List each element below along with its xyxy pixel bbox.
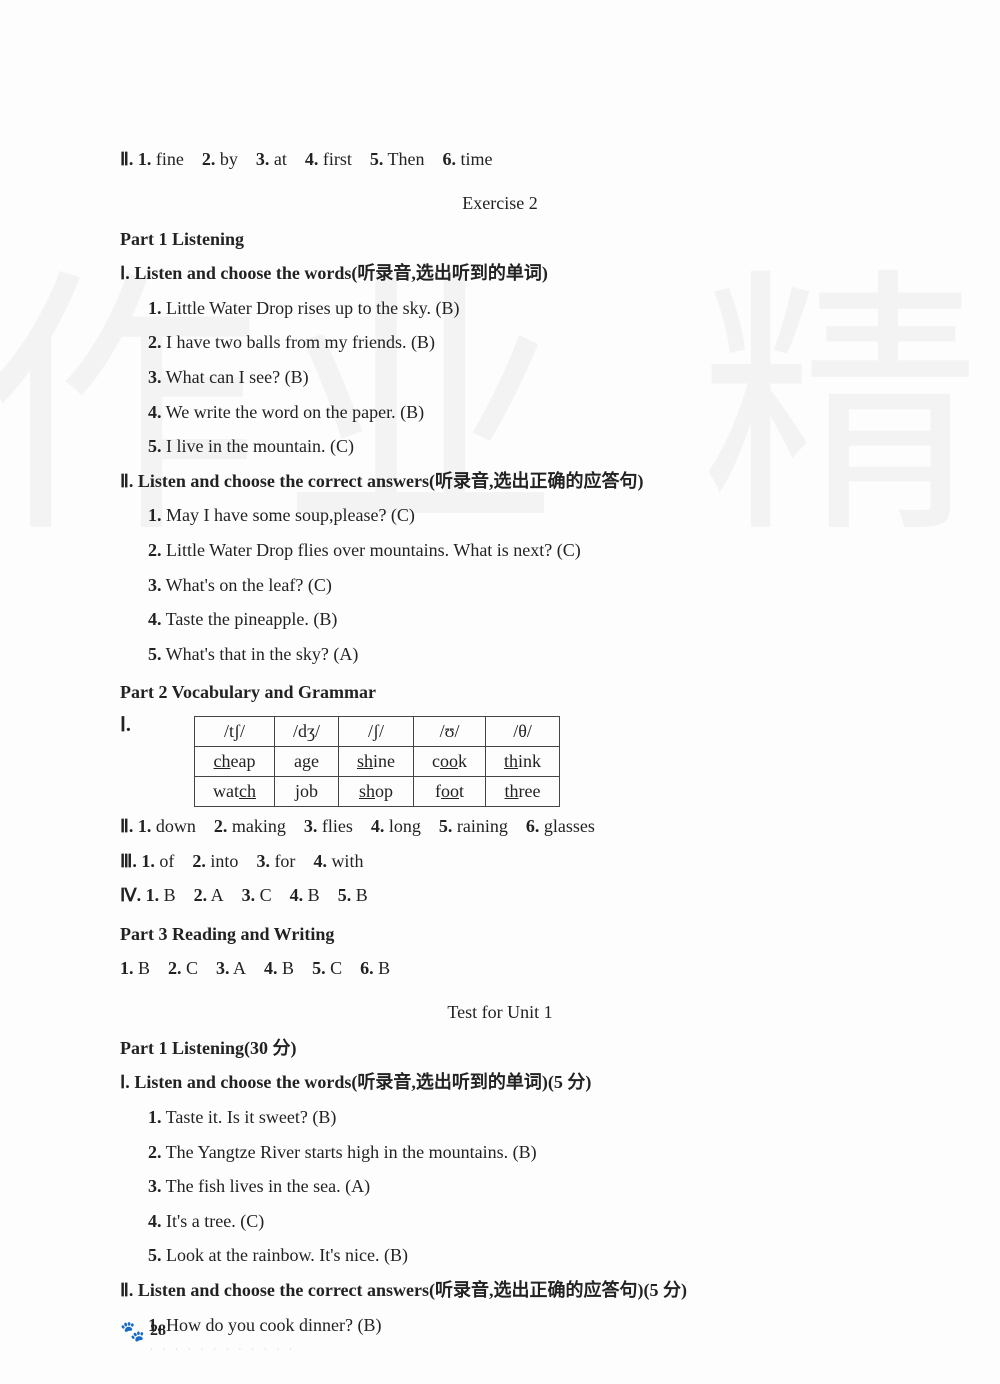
- list-item: 1. May I have some soup,please? (C): [148, 500, 880, 531]
- top-line: Ⅱ. 1. fine 2. by 3. at 4. first 5. Then …: [120, 144, 880, 175]
- list-item: 2. The Yangtze River starts high in the …: [148, 1137, 880, 1168]
- test-part1-title: Part 1 Listening(30 分): [120, 1033, 880, 1064]
- sec3-items: 1. of 2. into 3. for 4. with: [141, 851, 363, 871]
- table-cell: think: [486, 746, 560, 776]
- ex2-p1-sec2-items: 1. May I have some soup,please? (C) 2. Li…: [120, 500, 880, 669]
- list-item: 2. Little Water Drop flies over mountain…: [148, 535, 880, 566]
- sec2-items: 1. down 2. making 3. flies 4. long 5. ra…: [138, 816, 595, 836]
- roman-label: Ⅲ.: [120, 851, 137, 871]
- table-cell: three: [486, 776, 560, 806]
- list-item: 5. Look at the rainbow. It's nice. (B): [148, 1240, 880, 1271]
- top-line-label: Ⅱ.: [120, 149, 133, 169]
- table-cell: /dʒ/: [275, 716, 339, 746]
- roman-label: Ⅰ.: [120, 1072, 130, 1092]
- roman-label: Ⅱ.: [120, 1280, 133, 1300]
- test-p1-sec1-heading: Ⅰ. Listen and choose the words(听录音,选出听到的…: [120, 1067, 880, 1098]
- ex2-p1-sec1-heading: Ⅰ. Listen and choose the words(听录音,选出听到的…: [120, 258, 880, 289]
- list-item: 4. We write the word on the paper. (B): [148, 397, 880, 428]
- list-item: 1. Taste it. Is it sweet? (B): [148, 1102, 880, 1133]
- ex2-part3-title: Part 3 Reading and Writing: [120, 919, 880, 950]
- phonetics-table: /tʃ//dʒ//ʃ//ʊ//θ/cheapageshinecookthink w…: [194, 716, 560, 807]
- list-item: 3. The fish lives in the sea. (A): [148, 1171, 880, 1202]
- test-title: Test for Unit 1: [120, 1002, 880, 1023]
- ex2-p1-sec2-heading: Ⅱ. Listen and choose the correct answers…: [120, 466, 880, 497]
- top-line-items: 1. fine 2. by 3. at 4. first 5. Then 6. …: [138, 149, 493, 169]
- table-cell: job: [275, 776, 339, 806]
- list-item: 5. I live in the mountain. (C): [148, 431, 880, 462]
- list-item: 3. What can I see? (B): [148, 362, 880, 393]
- list-item: 1. Little Water Drop rises up to the sky…: [148, 293, 880, 324]
- test-p1-sec1-items: 1. Taste it. Is it sweet? (B) 2. The Yang…: [120, 1102, 880, 1271]
- table-cell: /ʃ/: [339, 716, 414, 746]
- heading-text: Listen and choose the words(听录音,选出听到的单词): [134, 263, 548, 283]
- table-cell: /θ/: [486, 716, 560, 746]
- roman-label: Ⅰ.: [120, 263, 130, 283]
- ex2-p3-items: 1. B 2. C 3. A 4. B 5. C 6. B: [120, 953, 880, 984]
- list-item: 4. Taste the pineapple. (B): [148, 604, 880, 635]
- sec4-items: 1. B 2. A 3. C 4. B 5. B: [146, 885, 368, 905]
- roman-label: Ⅳ.: [120, 885, 141, 905]
- roman-label: Ⅱ.: [120, 816, 133, 836]
- heading-text: Listen and choose the words(听录音,选出听到的单词)…: [134, 1072, 591, 1092]
- ex2-p2-sec4: Ⅳ. 1. B 2. A 3. C 4. B 5. B: [120, 880, 880, 911]
- list-item: 5. What's that in the sky? (A): [148, 639, 880, 670]
- list-item: 1. How do you cook dinner? (B): [148, 1310, 880, 1341]
- table-cell: shop: [339, 776, 414, 806]
- table-cell: age: [275, 746, 339, 776]
- table-cell: shine: [339, 746, 414, 776]
- page-content: Ⅱ. 1. fine 2. by 3. at 4. first 5. Then …: [0, 0, 1000, 1384]
- ex2-part2-title: Part 2 Vocabulary and Grammar: [120, 677, 880, 708]
- heading-text: Listen and choose the correct answers(听录…: [138, 471, 644, 491]
- ex2-p2-sec1: Ⅰ. /tʃ//dʒ//ʃ//ʊ//θ/cheapageshinecookthi…: [120, 712, 880, 807]
- table-cell: watch: [195, 776, 275, 806]
- table-cell: /ʊ/: [414, 716, 486, 746]
- test-p1-sec2-items: 1. How do you cook dinner? (B): [120, 1310, 880, 1341]
- table-cell: cheap: [195, 746, 275, 776]
- heading-text: Listen and choose the correct answers(听录…: [138, 1280, 687, 1300]
- table-cell: /tʃ/: [195, 716, 275, 746]
- ex2-part1-title: Part 1 Listening: [120, 224, 880, 255]
- exercise2-title: Exercise 2: [120, 193, 880, 214]
- roman-label: Ⅱ.: [120, 471, 133, 491]
- test-p1-sec2-heading: Ⅱ. Listen and choose the correct answers…: [120, 1275, 880, 1306]
- ex2-p1-sec1-items: 1. Little Water Drop rises up to the sky…: [120, 293, 880, 462]
- ex2-p2-sec2: Ⅱ. 1. down 2. making 3. flies 4. long 5.…: [120, 811, 880, 842]
- list-item: 2. I have two balls from my friends. (B): [148, 327, 880, 358]
- table-cell: foot: [414, 776, 486, 806]
- table-cell: cook: [414, 746, 486, 776]
- list-item: 4. It's a tree. (C): [148, 1206, 880, 1237]
- ex2-p2-sec3: Ⅲ. 1. of 2. into 3. for 4. with: [120, 846, 880, 877]
- roman-label: Ⅰ.: [120, 712, 154, 737]
- list-item: 3. What's on the leaf? (C): [148, 570, 880, 601]
